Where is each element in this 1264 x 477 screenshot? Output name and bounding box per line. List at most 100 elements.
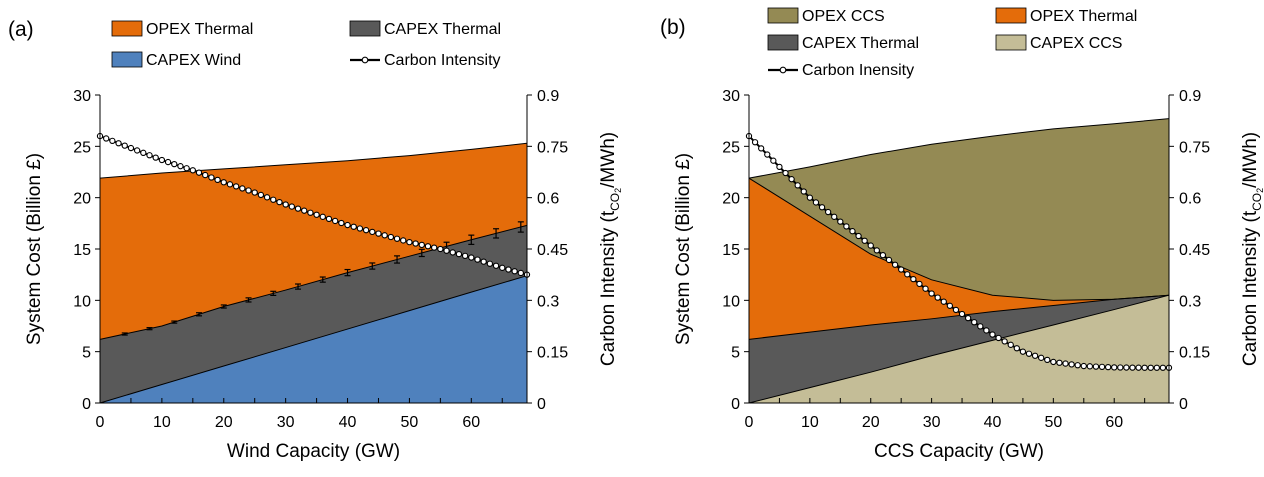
- carbon-intensity-point: [202, 171, 209, 179]
- boundary-opex-ccs: [748, 118, 1170, 179]
- legend-marker: [779, 66, 787, 74]
- carbon-intensity-point: [995, 334, 1002, 342]
- carbon-intensity-point: [751, 139, 759, 146]
- carbon-intensity-point: [177, 163, 184, 170]
- x-tick-label: 30: [277, 414, 295, 431]
- carbon-intensity-point: [861, 237, 868, 244]
- carbon-intensity-point: [1104, 363, 1112, 371]
- carbon-intensity-point: [350, 223, 357, 230]
- legend-swatch: [111, 51, 143, 68]
- carbon-intensity-point: [1025, 350, 1033, 357]
- y2-tick-label: 0.75: [537, 139, 568, 156]
- boundary-opex-thermal: [99, 142, 528, 179]
- y2-tick-label: 0.6: [1179, 191, 1201, 208]
- carbon-intensity-point: [910, 275, 917, 283]
- legend-label: OPEX Thermal: [1030, 8, 1137, 25]
- carbon-intensity-point: [758, 145, 765, 152]
- y2-tick-label: 0: [1179, 396, 1188, 413]
- carbon-intensity-point: [294, 205, 302, 212]
- carbon-intensity-point: [1038, 354, 1045, 361]
- legend-item: OPEX Thermal: [995, 7, 1137, 25]
- carbon-intensity-point: [356, 225, 364, 232]
- x-tick-label: 40: [984, 414, 1002, 431]
- carbon-intensity-point: [449, 249, 456, 256]
- carbon-intensity-point: [989, 331, 996, 338]
- carbon-intensity-point: [270, 196, 277, 203]
- y2-tick-label: 0.3: [1179, 293, 1201, 310]
- y2-tick-label: 0.15: [537, 345, 568, 362]
- carbon-intensity-point: [158, 156, 166, 164]
- carbon-intensity-point: [1123, 364, 1130, 371]
- carbon-intensity-point: [474, 256, 481, 263]
- x-axis-label: CCS Capacity (GW): [874, 441, 1044, 462]
- carbon-intensity-point: [794, 182, 801, 189]
- x-tick-label: 10: [153, 414, 171, 431]
- carbon-intensity-point: [511, 268, 518, 275]
- carbon-intensity-point: [517, 269, 524, 277]
- boundary-opex-thermal: [748, 177, 1170, 301]
- carbon-intensity-point: [431, 244, 438, 251]
- legend-label: CAPEX Thermal: [802, 35, 919, 52]
- carbon-intensity-point: [146, 152, 153, 159]
- carbon-intensity-point: [964, 314, 972, 322]
- x-tick-label: 40: [339, 414, 357, 431]
- carbon-intensity-point: [251, 189, 258, 196]
- y2-tick-label: 0.6: [537, 191, 559, 208]
- carbon-intensity-point: [885, 256, 893, 264]
- carbon-intensity-point: [226, 181, 234, 188]
- carbon-intensity-point: [770, 157, 777, 164]
- carbon-intensity-point: [208, 174, 215, 181]
- carbon-intensity-point: [245, 187, 252, 194]
- area-capex-thermal: [100, 225, 527, 403]
- legend-label: CAPEX CCS: [1030, 35, 1122, 52]
- legend-swatch: [111, 20, 143, 37]
- carbon-intensity-point: [879, 252, 887, 259]
- carbon-intensity-point: [1001, 338, 1008, 345]
- carbon-intensity-point: [1080, 362, 1087, 370]
- carbon-intensity-point: [214, 176, 221, 184]
- y-tick-label: 30: [73, 88, 91, 105]
- area-opex-thermal: [100, 143, 527, 340]
- carbon-intensity-point: [776, 163, 783, 171]
- y-tick-label: 30: [722, 88, 740, 105]
- legend-swatch: [767, 34, 799, 51]
- y2-tick-label: 0: [537, 396, 546, 413]
- x-tick-label: 60: [462, 414, 480, 431]
- carbon-intensity-point: [1086, 363, 1094, 370]
- legend-item: CAPEX Thermal: [349, 20, 501, 38]
- carbon-intensity-point: [1117, 364, 1124, 371]
- carbon-intensity-point: [263, 194, 271, 201]
- carbon-intensity-point: [121, 142, 128, 149]
- carbon-intensity-point: [971, 319, 978, 326]
- carbon-intensity-point: [344, 221, 351, 229]
- legend-swatch: [767, 7, 799, 24]
- carbon-intensity-point: [468, 254, 475, 261]
- carbon-intensity-point: [375, 230, 382, 237]
- area-opex-ccs: [749, 118, 1169, 301]
- carbon-intensity-point: [788, 176, 795, 183]
- legend-item: CAPEX CCS: [995, 34, 1122, 52]
- carbon-intensity-point: [898, 266, 905, 273]
- carbon-intensity-point: [873, 247, 880, 254]
- carbon-intensity-point: [369, 228, 376, 236]
- carbon-intensity-point: [958, 310, 966, 318]
- carbon-intensity-point: [764, 151, 771, 158]
- carbon-intensity-point: [486, 260, 494, 267]
- legend-item: CAPEX Thermal: [767, 34, 919, 52]
- y-tick-label: 15: [722, 242, 740, 259]
- y-tick-label: 0: [82, 396, 91, 413]
- x-tick-label: 20: [862, 414, 880, 431]
- y2-tick-label: 0.3: [537, 293, 559, 310]
- carbon-intensity-point: [338, 219, 345, 227]
- carbon-intensity-point: [387, 233, 395, 241]
- carbon-intensity-point: [109, 137, 116, 145]
- y2-tick-label: 0.9: [1179, 88, 1201, 105]
- carbon-intensity-point: [806, 194, 814, 201]
- legend-swatch: [995, 7, 1027, 24]
- carbon-intensity-point: [922, 285, 929, 292]
- carbon-intensity-point: [127, 144, 135, 152]
- legend-marker: [361, 56, 369, 64]
- carbon-intensity-point: [1141, 364, 1148, 371]
- carbon-intensity-point: [276, 198, 283, 206]
